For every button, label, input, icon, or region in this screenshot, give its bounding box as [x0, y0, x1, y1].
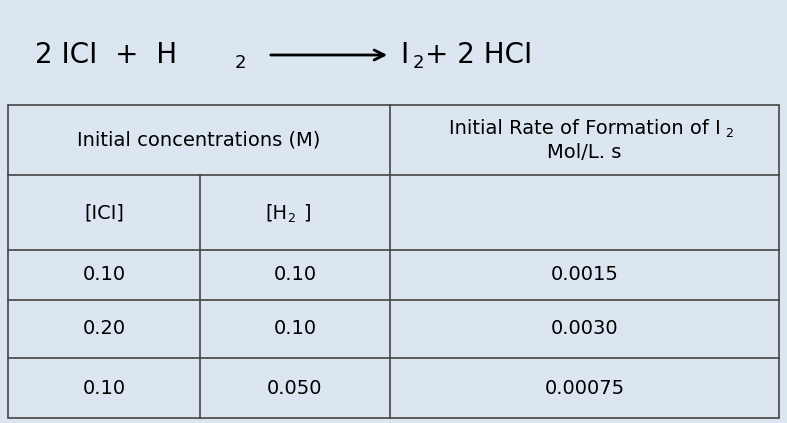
Text: 0.20: 0.20	[83, 319, 126, 338]
Text: I: I	[400, 41, 408, 69]
Bar	[8, 105, 779, 418]
Text: [ICI]: [ICI]	[84, 203, 124, 222]
Text: 0.10: 0.10	[273, 319, 316, 338]
Text: 2: 2	[726, 126, 733, 140]
Text: 0.10: 0.10	[83, 379, 126, 398]
Text: + 2 HCI: + 2 HCI	[425, 41, 532, 69]
Text: ]: ]	[303, 203, 311, 222]
Text: 2: 2	[287, 212, 295, 225]
Text: 0.0030: 0.0030	[551, 319, 619, 338]
Text: Mol/L. s: Mol/L. s	[547, 143, 622, 162]
Text: Initial concentrations (M): Initial concentrations (M)	[77, 131, 320, 149]
Text: [H: [H	[265, 203, 287, 222]
Text: 0.00075: 0.00075	[545, 379, 625, 398]
Text: 0.10: 0.10	[83, 266, 126, 285]
Text: 2: 2	[235, 54, 246, 72]
Text: 0.0015: 0.0015	[551, 266, 619, 285]
Text: 0.10: 0.10	[273, 266, 316, 285]
Text: 2: 2	[413, 54, 424, 72]
Text: 0.050: 0.050	[268, 379, 323, 398]
Text: Initial Rate of Formation of I: Initial Rate of Formation of I	[449, 118, 720, 137]
Text: 2 ICI  +  H: 2 ICI + H	[35, 41, 177, 69]
